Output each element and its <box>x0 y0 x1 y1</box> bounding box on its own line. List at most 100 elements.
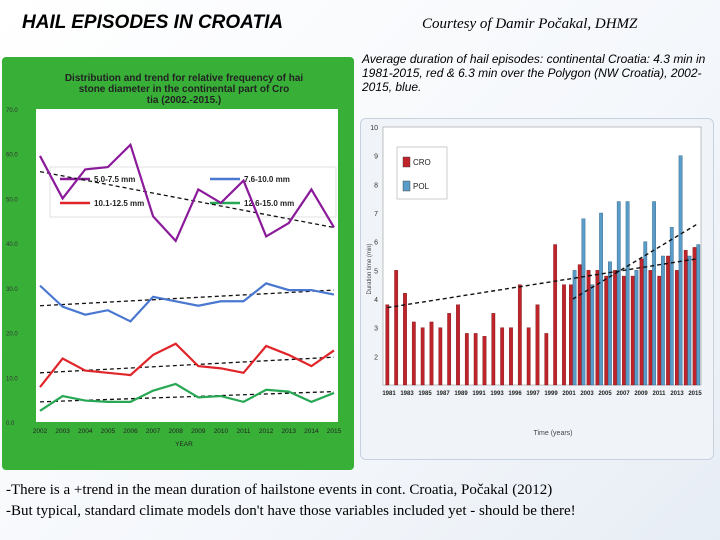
legend-swatch <box>402 180 411 192</box>
y-tick-label: 50.0 <box>6 197 18 203</box>
bar-pol <box>590 284 595 386</box>
legend-label: 10.1-12.5 mm <box>94 199 144 208</box>
bar-cro <box>586 270 591 386</box>
hailstone-diameter-chart-panel: Distribution and trend for relative freq… <box>2 57 354 470</box>
bar-cro <box>464 333 469 386</box>
x-tick-label: 2001 <box>562 391 576 397</box>
bar-pol <box>643 241 648 386</box>
bar-pol <box>678 155 683 386</box>
y-tick-label: 6 <box>374 240 378 247</box>
x-tick-label: 2013 <box>670 391 684 397</box>
y-tick-label: 4 <box>374 297 378 304</box>
conclusion-line-1: -There is a +trend in the mean duration … <box>6 482 553 498</box>
x-tick-label: 2015 <box>688 391 702 397</box>
legend-box <box>49 166 337 218</box>
bar-cro <box>420 327 425 386</box>
bar-cro <box>411 321 416 386</box>
trend-line-pol <box>572 223 697 300</box>
legend-label: 12.6-15.0 mm <box>244 199 294 208</box>
bar-cro <box>569 284 573 386</box>
bar-pol <box>669 227 674 386</box>
series-line <box>39 282 335 323</box>
bar-cro <box>385 304 390 386</box>
y-axis-label: Duration time (min) <box>367 243 373 294</box>
x-tick-label: 2015 <box>327 428 342 435</box>
x-tick-label: 2004 <box>78 428 93 435</box>
bar-cro <box>622 275 626 386</box>
hail-duration-bar-chart: 2 3 4 5 6 7 8 9 10 Duration time (min) CRO POL 1981 1… <box>367 125 702 437</box>
x-tick-label: 1999 <box>544 391 558 397</box>
y-tick-label: 40.0 <box>6 242 18 248</box>
bar-cro <box>648 270 653 386</box>
bar-pol <box>634 270 639 386</box>
bar-pol <box>625 201 630 386</box>
x-tick-label: 1989 <box>454 391 468 397</box>
legend-label: 7.6-10.0 mm <box>244 175 290 184</box>
x-tick-label: 2007 <box>146 428 161 435</box>
plot-area <box>36 109 338 422</box>
y-tick-label: 10.0 <box>6 376 18 382</box>
x-tick-label: 2013 <box>282 428 297 435</box>
x-tick-label: 2008 <box>168 428 183 435</box>
x-tick-label: 2010 <box>214 428 229 435</box>
bar-cro <box>630 275 635 386</box>
bar-cro <box>447 313 452 386</box>
x-tick-label: 2006 <box>123 428 138 435</box>
legend-box <box>396 146 448 200</box>
x-axis-label: YEAR <box>175 441 193 448</box>
bar-pol <box>581 218 586 386</box>
y-tick-label: 10 <box>370 125 378 132</box>
series-line <box>39 382 335 412</box>
conclusions: -There is a +trend in the mean duration … <box>6 480 718 522</box>
y-tick-label: 5 <box>374 268 378 275</box>
x-tick-label: 1983 <box>400 391 414 397</box>
chart-title-line: tia (2002.-2015.) <box>147 95 222 106</box>
x-tick-label: 2003 <box>55 428 70 435</box>
x-tick-label: 2007 <box>616 391 630 397</box>
bar-cro <box>403 293 407 386</box>
legend-label: 5.0-7.5 mm <box>94 175 135 184</box>
bar-cro <box>429 321 434 386</box>
x-tick-label: 2011 <box>652 391 666 397</box>
x-tick-label: 2011 <box>237 428 251 435</box>
y-tick-label: 2 <box>374 354 378 361</box>
bar-cro <box>577 264 582 386</box>
legend-swatch <box>402 156 411 168</box>
series-line <box>39 142 335 243</box>
x-tick-label: 1991 <box>472 391 486 397</box>
bar-cro <box>482 336 487 386</box>
bar-cro <box>473 333 478 386</box>
legend-label: POL <box>413 182 430 191</box>
chart-title-line: Distribution and trend for relative freq… <box>65 73 304 84</box>
y-tick-label: 9 <box>374 154 378 161</box>
duration-note: Average duration of hail episodes: conti… <box>362 52 706 94</box>
y-tick-label: 20.0 <box>6 332 18 338</box>
hailstone-diameter-line-chart: Distribution and trend for relative freq… <box>6 73 342 448</box>
y-tick-label: 3 <box>374 326 378 333</box>
y-tick-label: 0.0 <box>6 421 15 427</box>
bar-cro <box>675 270 679 386</box>
conclusion-line-2: -But typical, standard climate models do… <box>6 503 576 519</box>
bar-cro <box>438 327 443 386</box>
bar-cro <box>553 244 558 386</box>
bar-cro <box>544 333 549 386</box>
bar-cro <box>639 258 644 386</box>
x-tick-label: 2009 <box>634 391 648 397</box>
bar-pol <box>599 212 603 386</box>
x-tick-label: 1985 <box>418 391 432 397</box>
hail-duration-chart-panel: 2 3 4 5 6 7 8 9 10 Duration time (min) CRO POL 1981 1… <box>360 118 714 460</box>
bar-cro <box>500 327 505 386</box>
bar-pol <box>608 261 612 386</box>
bar-cro <box>613 270 617 386</box>
x-tick-label: 2009 <box>191 428 206 435</box>
bar-cro <box>394 270 399 386</box>
bar-cro <box>657 275 662 386</box>
y-tick-label: 8 <box>374 182 378 189</box>
x-tick-label: 2012 <box>259 428 274 435</box>
bar-cro <box>509 327 513 386</box>
x-tick-label: 1987 <box>436 391 450 397</box>
x-tick-label: 1997 <box>526 391 540 397</box>
bar-pol <box>572 270 577 386</box>
bar-pol <box>696 244 701 386</box>
legend-label: CRO <box>413 158 431 167</box>
